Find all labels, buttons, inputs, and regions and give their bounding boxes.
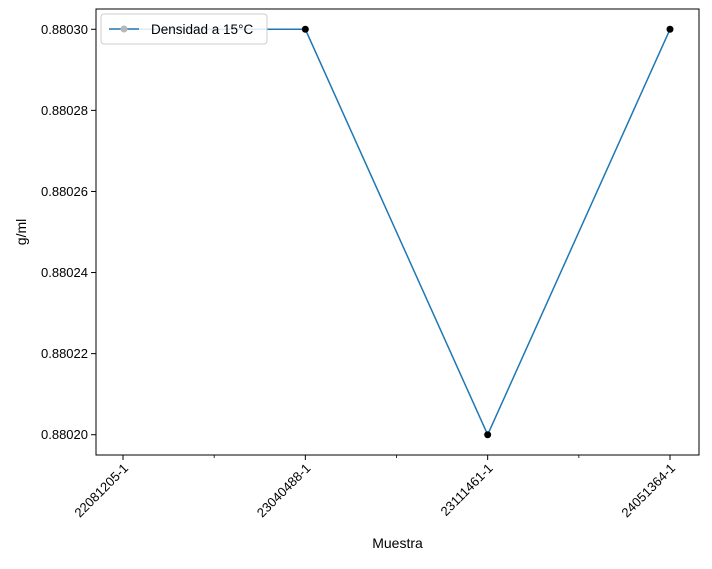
x-tick-label: 24051364-1	[618, 461, 678, 521]
x-tick-label: 22081205-1	[71, 461, 131, 521]
x-tick-label: 23111461-1	[437, 461, 495, 519]
y-tick-label: 0.88028	[41, 103, 88, 118]
data-point	[484, 431, 492, 439]
x-tick-label: 23040488-1	[254, 461, 314, 521]
y-tick-label: 0.88024	[41, 265, 88, 280]
y-tick-label: 0.88026	[41, 184, 88, 199]
y-axis-title: g/ml	[13, 219, 29, 245]
y-tick-label: 0.88022	[41, 346, 88, 361]
x-axis-title: Muestra	[372, 535, 423, 551]
legend-marker-swatch	[120, 25, 128, 33]
legend-label: Densidad a 15°C	[151, 22, 253, 37]
data-point	[666, 25, 674, 33]
data-point	[301, 25, 309, 33]
legend-box	[100, 13, 268, 45]
y-tick-label: 0.88020	[41, 427, 88, 442]
y-axis: 0.88020 0.88022 0.88024 0.88026 0.88028 0.880…	[41, 22, 96, 442]
plot-frame	[95, 8, 700, 456]
y-tick-label: 0.88030	[41, 22, 88, 37]
x-axis: 22081205-1 23040488-1 23111461-1 24051364-1	[71, 455, 678, 520]
plot-area	[95, 8, 700, 456]
legend: Densidad a 15°C	[100, 13, 268, 45]
